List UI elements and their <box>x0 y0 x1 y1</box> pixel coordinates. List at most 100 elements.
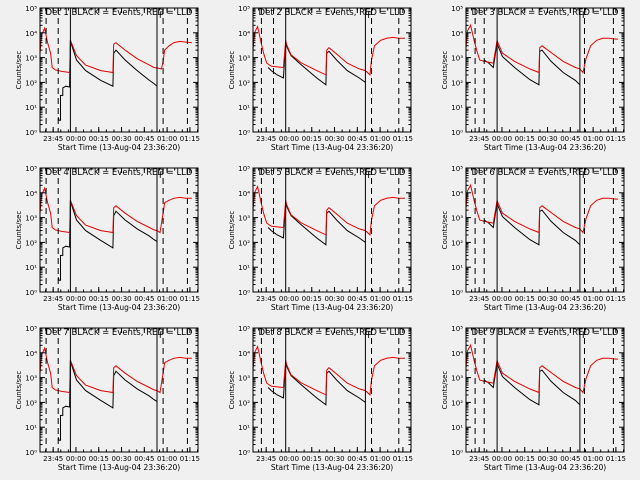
y-tick-label: 10³ <box>238 215 250 223</box>
y-tick-label: 10⁰ <box>25 449 37 457</box>
panel-det-7: 10⁰ 10¹ 10² 10³ 10⁴ 10⁵ 23:45 00:00 00:15 00:30 00… <box>15 325 200 472</box>
y-tick-label: 10³ <box>25 215 37 223</box>
x-tick-label: 23:45 <box>469 135 489 143</box>
x-tick-label: 00:30 <box>111 135 131 143</box>
x-tick-label: 00:15 <box>89 135 109 143</box>
x-tick-label: 00:45 <box>347 135 367 143</box>
y-tick-label: 10⁴ <box>451 190 463 198</box>
y-axis-title: Counts/sec <box>441 371 449 410</box>
x-tick-label: 00:15 <box>515 295 535 303</box>
panel-mark: F <box>582 171 587 181</box>
x-tick-label: 23:45 <box>256 455 276 463</box>
panel-title: Det 2 BLACK = Events, RED = LLD <box>259 8 406 18</box>
x-tick-label: 01:15 <box>606 295 626 303</box>
x-tick-label: 00:15 <box>89 455 109 463</box>
panel-mark: F <box>367 171 372 181</box>
y-axis-title: Counts/sec <box>441 51 449 90</box>
series-line-lld <box>466 183 618 234</box>
x-axis-title: Start Time (13-Aug-04 23:36:20) <box>484 463 606 472</box>
x-tick-label: 00:00 <box>66 455 86 463</box>
x-tick-label: 23:45 <box>43 135 63 143</box>
x-tick-label: 00:00 <box>66 295 86 303</box>
x-tick-label: 01:15 <box>606 455 626 463</box>
x-axis-title: Start Time (13-Aug-04 23:36:20) <box>484 143 606 152</box>
x-tick-label: 23:45 <box>469 295 489 303</box>
y-tick-label: 10³ <box>25 375 37 383</box>
plot-frame <box>39 167 199 293</box>
x-tick-label: 01:00 <box>370 455 390 463</box>
panel-det-1: 10⁰ 10¹ 10² 10³ 10⁴ 10⁵ 23:45 00:00 00:15 00:30 00… <box>15 5 200 152</box>
y-tick-label: 10¹ <box>25 104 37 112</box>
x-axis-title: Start Time (13-Aug-04 23:36:20) <box>58 303 180 312</box>
x-tick-label: 01:00 <box>157 135 177 143</box>
x-tick-label: 01:00 <box>583 135 603 143</box>
x-tick-label: 00:45 <box>560 455 580 463</box>
x-tick-label: 00:15 <box>302 135 322 143</box>
y-tick-label: 10⁰ <box>25 289 37 297</box>
series-line-lld <box>466 23 618 74</box>
y-tick-label: 10⁴ <box>238 190 250 198</box>
y-tick-label: 10⁴ <box>451 350 463 358</box>
panel-title: Det 5 BLACK = Events, RED = LLD <box>259 168 406 178</box>
y-tick-label: 10¹ <box>238 264 250 272</box>
x-tick-label: 01:00 <box>583 295 603 303</box>
x-tick-label: 00:45 <box>134 295 154 303</box>
panel-det-2: 10⁰ 10¹ 10² 10³ 10⁴ 10⁵ 23:45 00:00 00:15 00:30 00… <box>228 5 413 152</box>
y-axis-title: Counts/sec <box>15 51 23 90</box>
series-line-events <box>57 40 158 121</box>
y-tick-label: 10⁰ <box>451 129 463 137</box>
y-tick-label: 10⁵ <box>238 165 250 173</box>
x-axis-title: Start Time (13-Aug-04 23:36:20) <box>484 303 606 312</box>
x-tick-label: 01:15 <box>393 135 413 143</box>
x-axis-title: Start Time (13-Aug-04 23:36:20) <box>271 143 393 152</box>
series-line-events <box>57 200 158 281</box>
y-tick-label: 10⁴ <box>238 350 250 358</box>
x-tick-label: 00:00 <box>279 455 299 463</box>
x-tick-label: 00:30 <box>537 135 557 143</box>
y-axis-title: Counts/sec <box>441 211 449 250</box>
y-tick-label: 10³ <box>238 375 250 383</box>
series-line-lld <box>40 26 192 74</box>
x-tick-label: 00:15 <box>515 455 535 463</box>
x-tick-label: 00:30 <box>537 295 557 303</box>
panel-det-8: 10⁰ 10¹ 10² 10³ 10⁴ 10⁵ 23:45 00:00 00:15 00:30 00… <box>228 325 413 472</box>
plot-frame <box>252 7 412 133</box>
x-axis-title: Start Time (13-Aug-04 23:36:20) <box>271 303 393 312</box>
series-line-lld <box>253 344 405 396</box>
series-line-events <box>267 42 366 86</box>
x-tick-label: 00:30 <box>324 295 344 303</box>
plot-frame <box>252 167 412 293</box>
x-tick-label: 00:15 <box>302 455 322 463</box>
panel-title: Det 4 BLACK = Events, RED = LLD <box>46 168 193 178</box>
x-tick-label: 00:45 <box>560 295 580 303</box>
panel-det-5: 10⁰ 10¹ 10² 10³ 10⁴ 10⁵ 23:45 00:00 00:15 00:30 00… <box>228 165 413 312</box>
y-tick-label: 10² <box>25 239 37 247</box>
y-axis-title: Counts/sec <box>15 371 23 410</box>
x-tick-label: 23:45 <box>256 295 276 303</box>
y-tick-label: 10² <box>451 79 463 87</box>
y-tick-label: 10⁵ <box>238 5 250 13</box>
panel-mark: F <box>367 331 372 341</box>
y-tick-label: 10⁰ <box>238 289 250 297</box>
x-tick-label: 00:45 <box>347 455 367 463</box>
series-line-lld <box>40 346 192 394</box>
y-tick-label: 10⁵ <box>25 325 37 333</box>
plot-frame <box>39 327 199 453</box>
x-tick-label: 00:00 <box>279 135 299 143</box>
y-tick-label: 10³ <box>238 55 250 63</box>
y-tick-label: 10¹ <box>451 104 463 112</box>
y-tick-label: 10² <box>25 399 37 407</box>
x-tick-label: 01:15 <box>180 135 200 143</box>
y-axis-title: Counts/sec <box>228 51 236 90</box>
x-tick-label: 00:30 <box>324 135 344 143</box>
y-axis-title: Counts/sec <box>228 211 236 250</box>
x-tick-label: 23:45 <box>469 455 489 463</box>
x-tick-label: 00:15 <box>515 135 535 143</box>
y-tick-label: 10¹ <box>451 264 463 272</box>
panel-det-3: 10⁰ 10¹ 10² 10³ 10⁴ 10⁵ 23:45 00:00 00:15 00:30 00… <box>441 5 626 152</box>
series-line-events <box>267 362 366 406</box>
y-tick-label: 10⁴ <box>25 190 37 198</box>
x-tick-label: 00:45 <box>134 135 154 143</box>
x-tick-label: 01:15 <box>180 295 200 303</box>
